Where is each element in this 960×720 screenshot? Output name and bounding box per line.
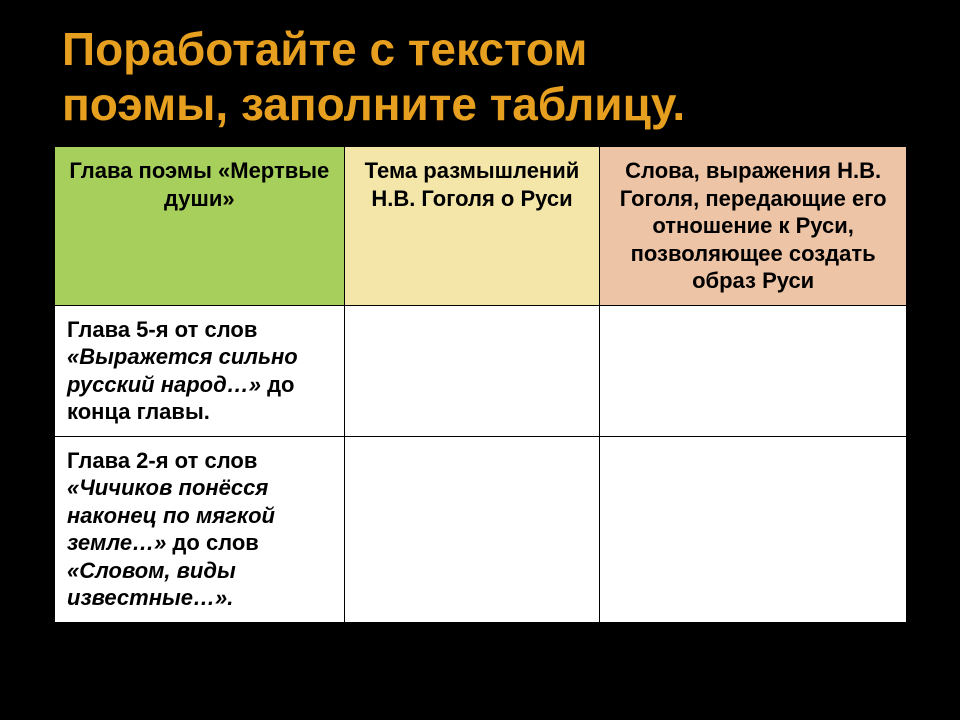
- cell-chapter: Глава 2-я от слов «Чичиков понёсся након…: [55, 436, 345, 622]
- slide: Поработайте с текстом поэмы, заполните т…: [0, 0, 960, 720]
- cell-chapter: Глава 5-я от слов «Выражется сильно русс…: [55, 305, 345, 436]
- text-plain: Глава 2-я от слов: [67, 448, 257, 473]
- worksheet-table: Глава поэмы «Мертвые души» Тема размышле…: [54, 146, 907, 623]
- cell-theme: [344, 305, 600, 436]
- col-header-words: Слова, выражения Н.В. Гоголя, передающие…: [600, 147, 907, 306]
- cell-words: [600, 305, 907, 436]
- text-plain: до слов: [166, 530, 259, 555]
- cell-theme: [344, 436, 600, 622]
- col-header-chapter: Глава поэмы «Мертвые души»: [55, 147, 345, 306]
- col-header-theme: Тема размышлений Н.В. Гоголя о Руси: [344, 147, 600, 306]
- text-plain: Глава 5-я от слов: [67, 317, 257, 342]
- table-row: Глава 5-я от слов «Выражется сильно русс…: [55, 305, 907, 436]
- title-line-1: Поработайте с текстом: [62, 23, 587, 75]
- title-line-2: поэмы, заполните таблицу.: [62, 78, 685, 130]
- table-header-row: Глава поэмы «Мертвые души» Тема размышле…: [55, 147, 907, 306]
- cell-words: [600, 436, 907, 622]
- table-row: Глава 2-я от слов «Чичиков понёсся након…: [55, 436, 907, 622]
- text-emphasis: «Словом, виды известные…».: [67, 558, 236, 611]
- slide-title: Поработайте с текстом поэмы, заполните т…: [0, 22, 960, 146]
